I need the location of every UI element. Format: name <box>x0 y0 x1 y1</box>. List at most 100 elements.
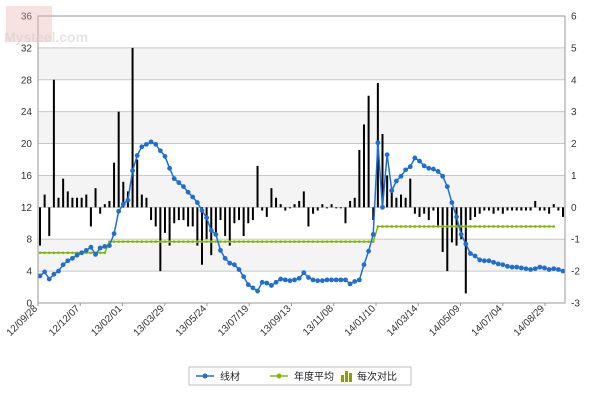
wire-rod-point[interactable] <box>532 266 538 272</box>
wire-rod-point[interactable] <box>315 278 321 284</box>
legend-item-annual-average[interactable]: 年度平均 <box>270 370 334 383</box>
wire-rod-point[interactable] <box>250 285 256 291</box>
wire-rod-point[interactable] <box>153 141 159 147</box>
wire-rod-point[interactable] <box>458 232 464 237</box>
wire-rod-point[interactable] <box>403 167 409 173</box>
wire-rod-point[interactable] <box>301 270 307 276</box>
wire-rod-point[interactable] <box>361 262 367 268</box>
wire-rod-point[interactable] <box>444 184 450 190</box>
wire-rod-point[interactable] <box>185 189 191 195</box>
wire-rod-point[interactable] <box>555 267 561 272</box>
wire-rod-point[interactable] <box>449 200 455 205</box>
wire-rod-point[interactable] <box>292 277 297 283</box>
wire-rod-point[interactable] <box>398 173 404 179</box>
wire-rod-point[interactable] <box>255 288 260 294</box>
wire-rod-point[interactable] <box>56 268 61 274</box>
wire-rod-point[interactable] <box>60 262 66 268</box>
wire-rod-point[interactable] <box>134 153 140 158</box>
wire-rod-point[interactable] <box>500 262 506 268</box>
wire-rod-point[interactable] <box>97 245 103 251</box>
wire-rod-point[interactable] <box>176 180 182 186</box>
wire-rod-point[interactable] <box>546 267 552 272</box>
wire-rod-point[interactable] <box>454 214 459 220</box>
wire-rod-point[interactable] <box>282 277 288 283</box>
wire-rod-point[interactable] <box>542 265 547 271</box>
wire-rod-point[interactable] <box>324 277 330 283</box>
wire-rod-point[interactable] <box>162 153 168 159</box>
wire-rod-point[interactable] <box>560 268 566 274</box>
wire-rod-point[interactable] <box>139 144 145 150</box>
wire-rod-point[interactable] <box>69 255 75 261</box>
wire-rod-point[interactable] <box>509 264 515 270</box>
wire-rod-point[interactable] <box>319 278 325 284</box>
wire-rod-point[interactable] <box>144 141 149 147</box>
wire-rod-point[interactable] <box>208 228 214 233</box>
wire-rod-point[interactable] <box>148 139 154 145</box>
wire-rod-point[interactable] <box>417 158 422 164</box>
wire-rod-point[interactable] <box>426 165 432 171</box>
wire-rod-point[interactable] <box>83 247 89 253</box>
wire-rod-point[interactable] <box>421 163 427 169</box>
wire-rod-point[interactable] <box>65 258 71 264</box>
wire-rod-point[interactable] <box>551 266 557 272</box>
wire-rod-point[interactable] <box>259 279 265 285</box>
wire-rod-point[interactable] <box>37 273 43 279</box>
wire-rod-point[interactable] <box>42 269 48 275</box>
legend-item-wire-rod[interactable]: 线材 <box>196 370 240 383</box>
wire-rod-point[interactable] <box>380 204 385 210</box>
wire-rod-point[interactable] <box>347 281 353 287</box>
wire-rod-point[interactable] <box>495 261 501 267</box>
wire-rod-point[interactable] <box>213 232 219 237</box>
wire-rod-point[interactable] <box>236 267 242 272</box>
wire-rod-point[interactable] <box>352 279 358 284</box>
wire-rod-point[interactable] <box>338 277 344 283</box>
wire-rod-point[interactable] <box>125 197 131 203</box>
wire-rod-point[interactable] <box>287 278 293 284</box>
wire-rod-point[interactable] <box>204 215 210 221</box>
wire-rod-point[interactable] <box>491 259 496 265</box>
wire-rod-point[interactable] <box>269 283 274 288</box>
wire-rod-point[interactable] <box>167 165 172 171</box>
wire-rod-point[interactable] <box>273 279 279 285</box>
wire-rod-point[interactable] <box>245 282 251 288</box>
wire-rod-point[interactable] <box>310 277 316 283</box>
wire-rod-point[interactable] <box>93 251 98 257</box>
wire-rod-point[interactable] <box>306 275 311 280</box>
wire-rod-point[interactable] <box>389 188 395 193</box>
wire-rod-point[interactable] <box>514 264 520 270</box>
wire-rod-point[interactable] <box>278 276 284 282</box>
wire-rod-point[interactable] <box>46 276 52 282</box>
wire-rod-point[interactable] <box>51 271 57 277</box>
wire-rod-point[interactable] <box>518 265 524 271</box>
wire-rod-point[interactable] <box>130 168 135 174</box>
wire-rod-point[interactable] <box>440 173 446 179</box>
wire-rod-point[interactable] <box>79 250 85 256</box>
wire-rod-point[interactable] <box>528 267 534 272</box>
wire-rod-point[interactable] <box>343 277 348 283</box>
wire-rod-point[interactable] <box>107 243 112 249</box>
wire-rod-point[interactable] <box>477 257 483 263</box>
wire-rod-point[interactable] <box>157 148 163 154</box>
wire-rod-point[interactable] <box>329 277 334 283</box>
wire-rod-point[interactable] <box>486 258 492 264</box>
wire-rod-point[interactable] <box>116 208 122 214</box>
wire-rod-point[interactable] <box>88 244 94 250</box>
wire-rod-point[interactable] <box>472 253 478 259</box>
wire-rod-point[interactable] <box>375 140 381 146</box>
wire-rod-point[interactable] <box>222 255 228 261</box>
wire-rod-point[interactable] <box>435 169 441 174</box>
wire-rod-point[interactable] <box>218 247 223 253</box>
wire-rod-point[interactable] <box>407 164 413 170</box>
wire-rod-point[interactable] <box>264 280 270 286</box>
wire-rod-point[interactable] <box>190 194 196 200</box>
wire-rod-point[interactable] <box>412 155 418 161</box>
wire-rod-point[interactable] <box>366 248 372 254</box>
wire-rod-point[interactable] <box>356 277 362 283</box>
wire-rod-point[interactable] <box>523 266 529 272</box>
wire-rod-point[interactable] <box>537 264 543 270</box>
wire-rod-point[interactable] <box>393 178 399 184</box>
wire-rod-point[interactable] <box>370 232 376 237</box>
legend-item-comparison[interactable]: 每次对比 <box>341 370 397 383</box>
wire-rod-point[interactable] <box>120 201 126 207</box>
wire-rod-point[interactable] <box>194 200 200 205</box>
